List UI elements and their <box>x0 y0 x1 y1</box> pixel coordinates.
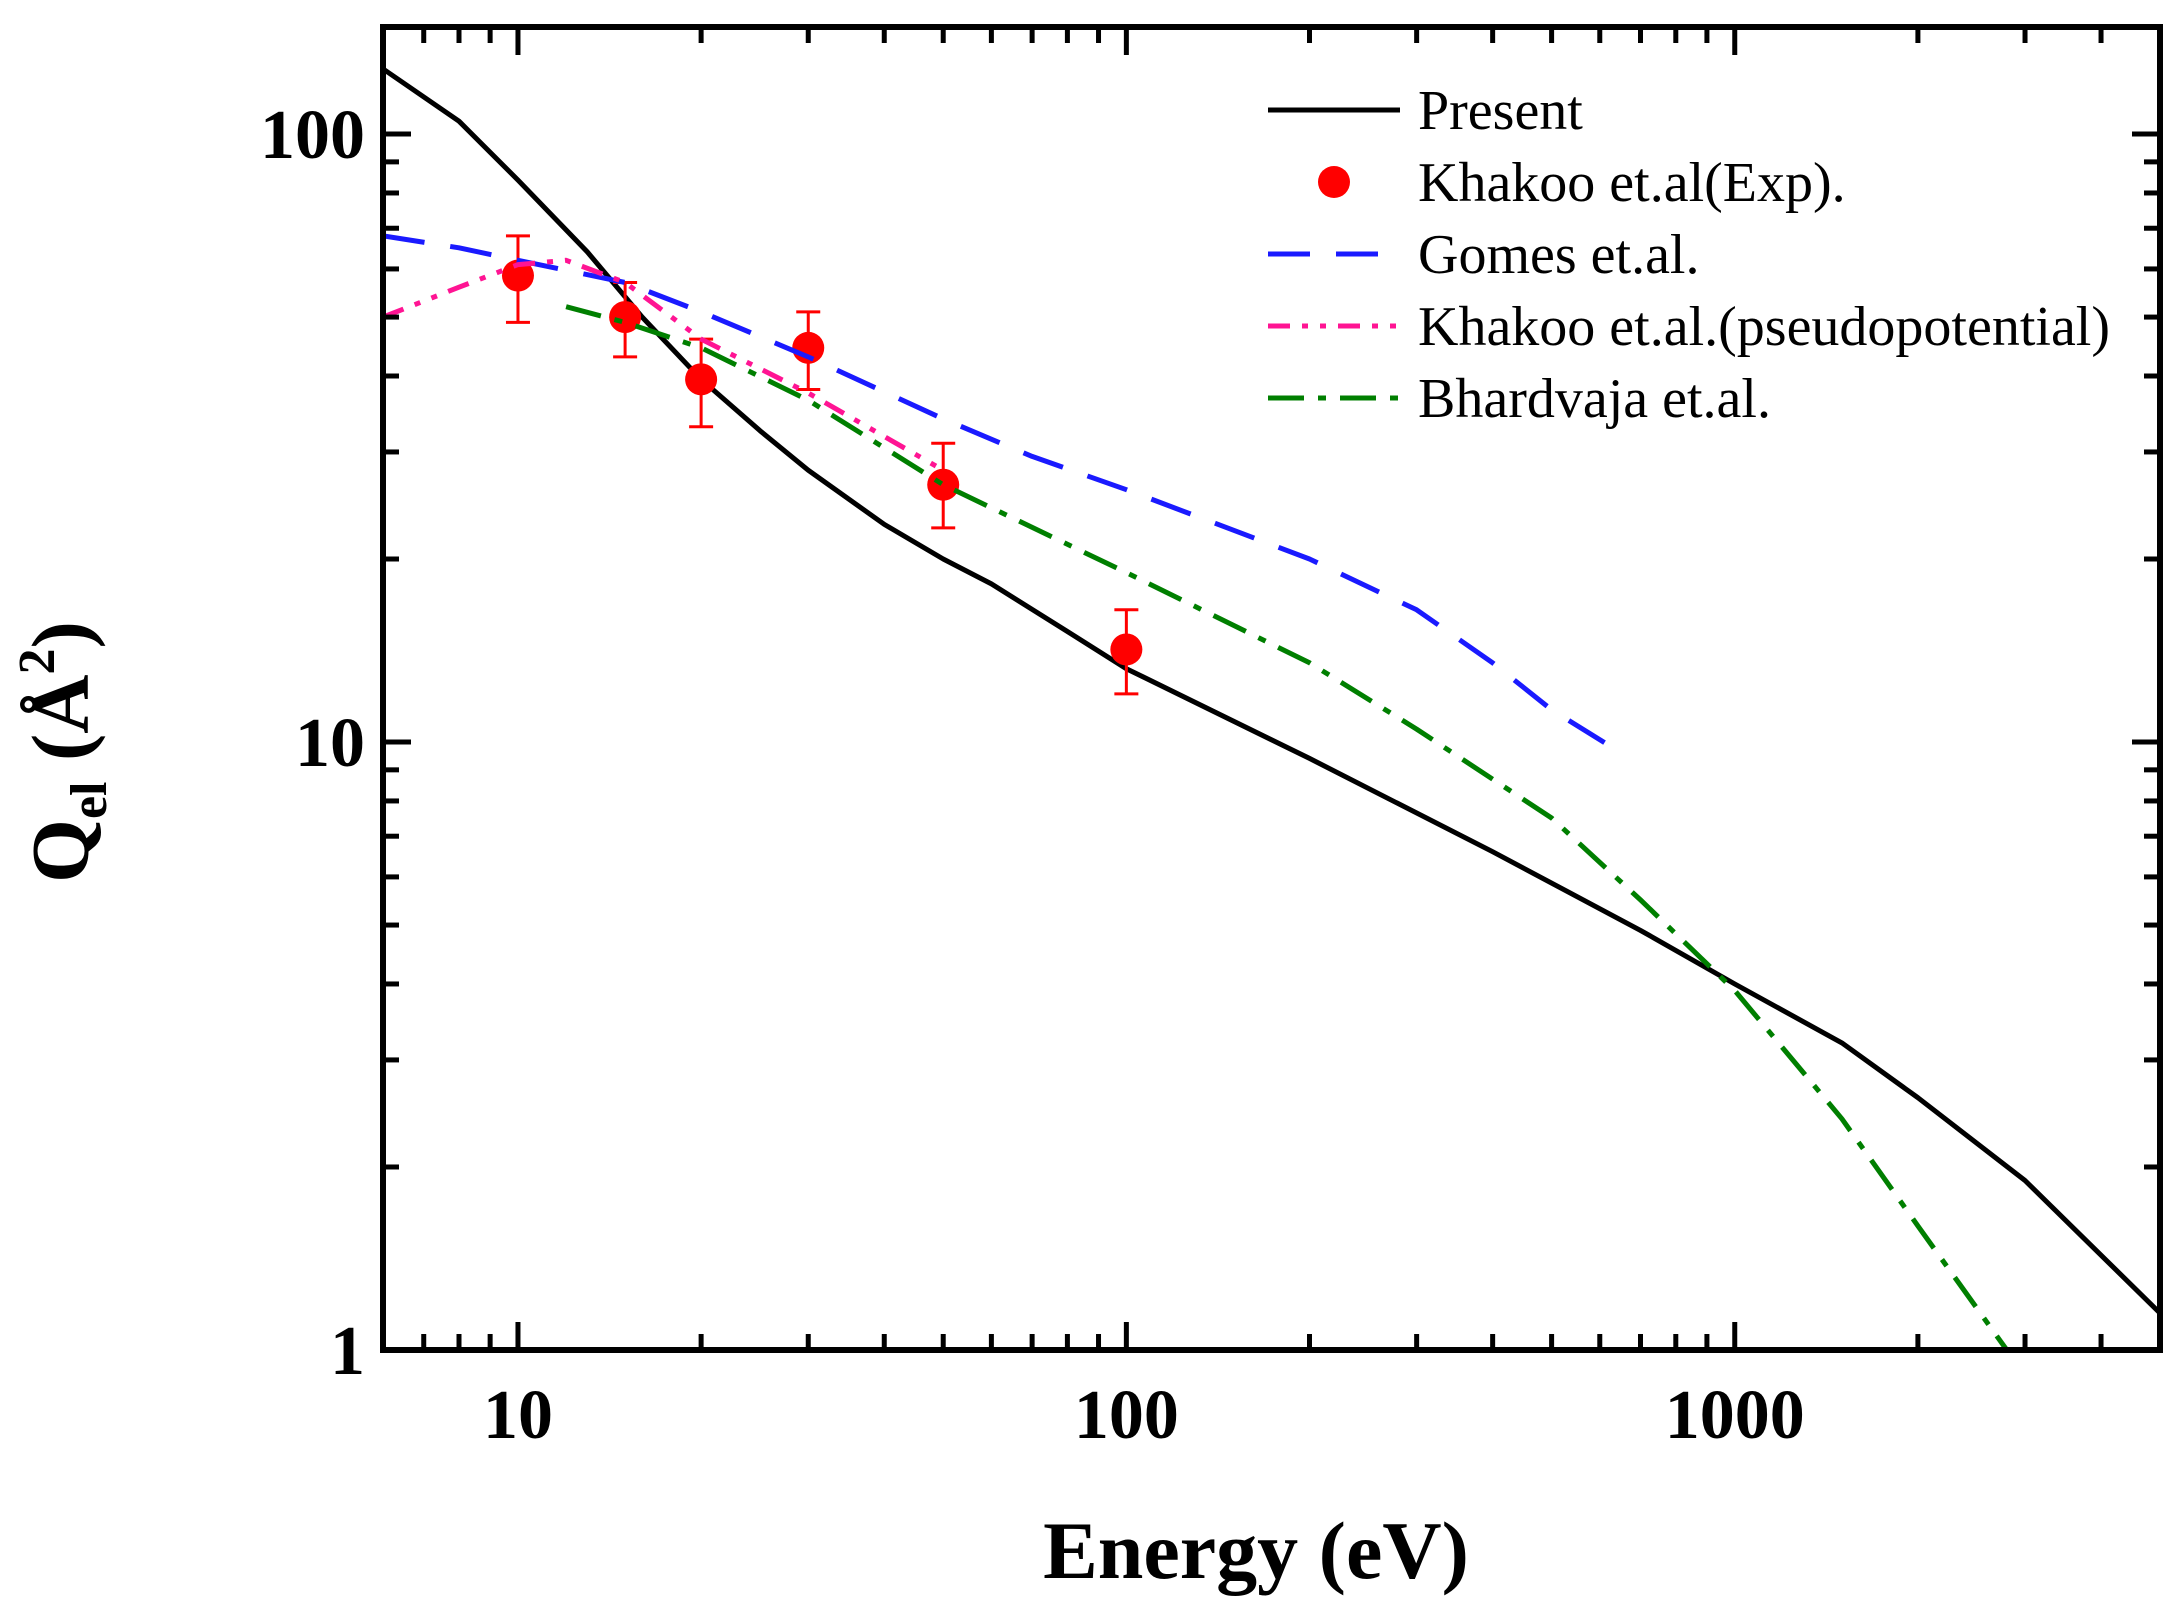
axes-layer: 10 100 1000 1 10 100 <box>260 24 2163 1454</box>
y-axis-title: Qel (Å2) <box>9 621 118 883</box>
y-axis-title-sup: 2 <box>9 648 66 674</box>
legend-label: Gomes et.al. <box>1418 224 1699 286</box>
x-axis-title: Energy (eV) <box>1043 1505 1469 1596</box>
y-axis-title-sub: el <box>61 782 118 820</box>
plot-frame <box>380 24 2163 1353</box>
series-layer <box>383 66 2160 1350</box>
legend-marker <box>1318 166 1350 198</box>
data-point <box>1110 633 1143 666</box>
series-line-2 <box>383 233 1623 755</box>
y-axis-title-main: Q <box>15 819 106 883</box>
data-point <box>609 301 642 334</box>
x-tick-label: 1000 <box>1665 1377 1805 1454</box>
y-tick-label: 10 <box>295 705 365 782</box>
series-line-4 <box>565 304 2009 1350</box>
series-line-0 <box>383 66 2160 1315</box>
legend-label: Khakoo et.al.(pseudopotential) <box>1418 296 2110 358</box>
legend-label: Present <box>1418 80 1583 142</box>
legend: Present Khakoo et.al(Exp). Gomes et.al. Kha… <box>1268 80 2110 430</box>
y-tick-label: 1 <box>330 1313 365 1390</box>
x-tick-label: 100 <box>1074 1377 1179 1454</box>
data-point <box>501 259 534 292</box>
data-point <box>685 363 718 396</box>
y-tick-label: 100 <box>260 97 365 174</box>
data-point <box>927 468 960 501</box>
series-line-3 <box>383 257 945 473</box>
y-axis-title-unit-close: ) <box>15 621 106 648</box>
legend-label: Bhardvaja et.al. <box>1418 368 1771 430</box>
x-tick-label: 10 <box>483 1377 553 1454</box>
legend-label: Khakoo et.al(Exp). <box>1418 152 1846 214</box>
y-axis-title-unit-open: (Å <box>15 674 106 781</box>
